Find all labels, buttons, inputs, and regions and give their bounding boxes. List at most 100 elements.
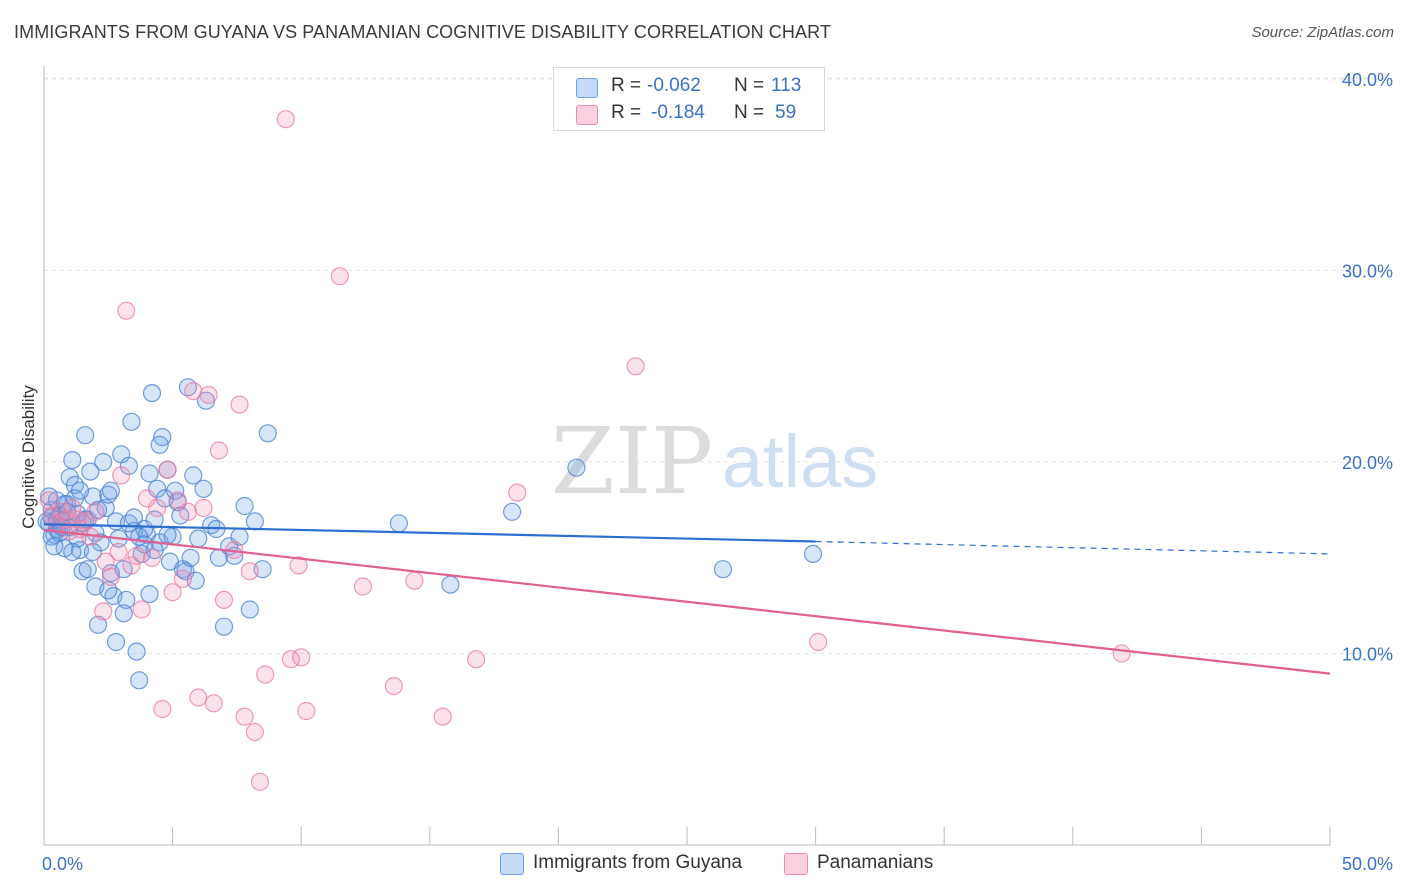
r-label: R = [611,102,642,123]
point-panamanians [199,385,218,405]
legend-swatch-panamanians [576,105,598,125]
point-panamanians [209,441,228,460]
legend-row-panamanians: R = -0.184 N = 59 [554,101,824,127]
n-value: 59 [775,102,797,123]
legend-label-panamanians: Panamanians [817,852,934,873]
point-guyana [114,604,133,623]
point-guyana [127,642,146,661]
data-points [37,110,1131,791]
watermark: ZIP atlas [551,408,878,515]
point-panamanians [163,583,182,602]
point-guyana [158,525,177,544]
point-panamanians [626,357,645,376]
y-axis-label: Cognitive Disability [19,385,38,529]
point-guyana [184,466,203,485]
n-value: 113 [771,75,802,96]
point-panamanians [153,699,172,719]
point-panamanians [109,542,128,562]
point-guyana [99,581,118,600]
point-panamanians [158,460,177,479]
point-guyana [240,600,259,619]
point-panamanians [235,707,254,726]
trend-line-panamanians [43,528,1331,675]
legend-label-guyana: Immigrants from Guyana [533,852,743,873]
trend-line-guyana [43,523,816,543]
point-panamanians [330,267,349,286]
point-guyana [65,475,85,495]
point-panamanians [178,502,198,521]
axes [43,66,1331,846]
point-guyana [94,452,113,472]
point-panamanians [240,562,259,581]
point-guyana [245,512,264,531]
point-guyana [81,462,100,481]
point-guyana [70,481,90,500]
point-guyana [140,464,159,483]
point-guyana [150,435,169,454]
point-panamanians [122,556,141,575]
point-panamanians [276,110,295,129]
point-panamanians [230,395,249,414]
point-guyana [142,384,162,403]
point-guyana [88,500,108,519]
point-panamanians [353,577,372,596]
point-guyana [214,617,234,636]
point-panamanians [214,590,234,610]
point-panamanians [245,722,264,742]
point-guyana [130,671,149,690]
point-panamanians [132,600,151,619]
point-guyana [189,529,208,548]
y-tick-label: 30.0% [1342,262,1393,282]
y-tick-label: 40.0% [1342,70,1393,90]
correlation-legend: R = -0.062 N = 113 R = -0.184 N = 59 [553,67,825,131]
point-panamanians [405,571,424,590]
point-panamanians [204,694,223,713]
point-panamanians [508,483,527,502]
y-tick-label: 10.0% [1342,645,1393,665]
n-label: N = [734,102,765,123]
n-label: N = [734,75,765,96]
point-panamanians [68,510,87,529]
point-guyana [194,479,213,498]
legend-swatch-guyana [576,78,598,98]
point-guyana [76,426,95,445]
point-guyana [119,514,138,533]
point-guyana [502,502,522,521]
x-tick-label: 0.0% [42,854,83,874]
point-guyana [145,510,164,529]
point-panamanians [250,772,270,791]
point-guyana [140,584,159,604]
point-guyana [122,412,141,431]
point-panamanians [63,498,82,518]
point-panamanians [189,688,208,707]
source-label: Source: ZipAtlas.com [1251,24,1394,41]
point-guyana [45,537,64,556]
point-guyana [83,542,103,562]
legend-swatch-guyana [500,853,524,875]
point-guyana [567,458,586,477]
x-tick-label: 50.0% [1342,854,1393,874]
y-tick-label: 20.0% [1342,453,1393,473]
point-guyana [106,632,126,652]
watermark-zip: ZIP [551,408,713,515]
legend-row-guyana: R = -0.062 N = 113 [554,74,824,100]
point-guyana [803,544,823,564]
point-panamanians [194,498,213,518]
point-panamanians [86,502,105,521]
point-panamanians [1112,644,1131,663]
chart-title: IMMIGRANTS FROM GUYANA VS PANAMANIAN COG… [14,22,831,42]
point-panamanians [39,491,59,510]
point-panamanians [142,548,162,567]
legend-swatch-panamanians [784,853,808,875]
point-panamanians [101,567,121,587]
point-guyana [101,481,121,500]
point-guyana [713,560,733,579]
point-guyana [235,496,254,516]
point-guyana [63,451,82,470]
point-guyana [119,456,138,475]
point-panamanians [127,546,146,565]
point-panamanians [148,498,167,518]
point-panamanians [117,301,136,320]
trend-lines [43,523,1331,675]
